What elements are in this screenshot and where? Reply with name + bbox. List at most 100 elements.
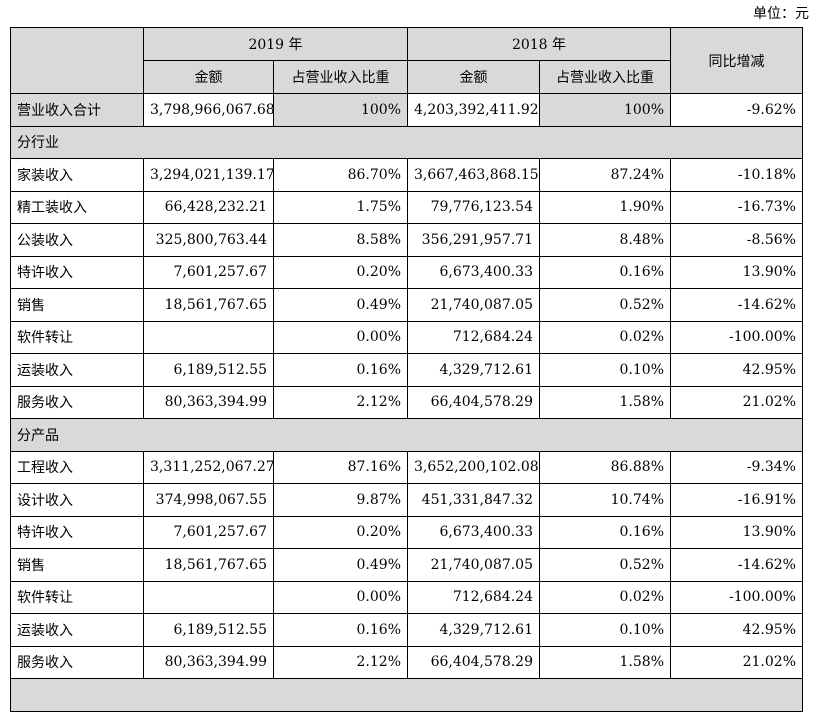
ratio-2019-cell: 8.58% xyxy=(273,223,408,257)
table-row: 销售 18,561,767.65 0.49% 21,740,087.05 0.52% -1… xyxy=(10,288,803,322)
amount-2019-cell: 80,363,394.99 xyxy=(143,385,274,419)
ratio-2018-cell: 0.16% xyxy=(539,255,671,289)
header-yoy: 同比增减 xyxy=(670,27,803,94)
total-amount-2018: 4,203,392,411.92 xyxy=(407,93,540,127)
amount-2019-cell: 18,561,767.65 xyxy=(143,548,274,582)
amount-2018-cell: 79,776,123.54 xyxy=(407,190,540,224)
table-row: 软件转让 0.00% 712,684.24 0.02% -100.00% xyxy=(10,320,803,354)
row-label: 服务收入 xyxy=(10,385,144,419)
ratio-2019-cell: 0.49% xyxy=(273,548,408,582)
header-row-1: 2019 年 2018 年 同比增减 xyxy=(10,27,803,94)
table-row: 家装收入 3,294,021,139.17 86.70% 3,667,463,868.… xyxy=(10,158,803,192)
ratio-2018-cell: 1.90% xyxy=(539,190,671,224)
ratio-2019-cell: 2.12% xyxy=(273,385,408,419)
amount-2019-cell: 3,294,021,139.17 xyxy=(143,158,275,192)
ratio-2019-cell: 86.70% xyxy=(273,158,408,192)
ratio-2019-cell: 0.00% xyxy=(273,320,408,354)
ratio-2018-cell: 87.24% xyxy=(539,158,671,192)
total-amount-2019: 3,798,966,067.68 xyxy=(143,93,275,127)
yoy-cell: 21.02% xyxy=(670,385,803,419)
header-row-2: 金额 占营业收入比重 金额 占营业收入比重 xyxy=(11,60,803,94)
row-label: 精工装收入 xyxy=(10,190,144,224)
partial-row-cell xyxy=(10,678,803,712)
row-label: 工程收入 xyxy=(10,450,144,484)
amount-2019-cell: 325,800,763.44 xyxy=(143,223,274,257)
amount-2018-cell: 6,673,400.33 xyxy=(407,515,540,549)
amount-2018-cell: 66,404,578.29 xyxy=(407,645,540,679)
row-label: 设计收入 xyxy=(10,483,144,517)
yoy-cell: 13.90% xyxy=(670,515,803,549)
amount-2019-cell: 374,998,067.55 xyxy=(143,483,274,517)
ratio-2018-cell: 1.58% xyxy=(539,385,671,419)
ratio-2018-cell: 0.10% xyxy=(539,353,671,387)
table-row: 运装收入 6,189,512.55 0.16% 4,329,712.61 0.10% 42… xyxy=(10,613,803,647)
yoy-cell: -8.56% xyxy=(670,223,803,257)
ratio-2018-cell: 0.02% xyxy=(539,320,671,354)
table-row: 软件转让 0.00% 712,684.24 0.02% -100.00% xyxy=(10,580,803,614)
amount-2019-cell: 7,601,257.67 xyxy=(143,255,274,289)
row-label: 软件转让 xyxy=(10,580,144,614)
amount-2018-cell: 451,331,847.32 xyxy=(407,483,540,517)
ratio-2019-cell: 0.16% xyxy=(273,353,408,387)
row-label: 运装收入 xyxy=(10,613,144,647)
revenue-table: 2019 年 2018 年 同比增减 金额 占营业收入比重 金额 占营业收入比重… xyxy=(10,27,803,712)
row-label: 销售 xyxy=(10,548,144,582)
ratio-2018-cell: 86.88% xyxy=(539,450,671,484)
ratio-2019-cell: 0.20% xyxy=(273,255,408,289)
section-industry-row: 分行业 xyxy=(10,125,803,159)
header-amount-2019: 金额 xyxy=(143,60,274,94)
yoy-cell: 42.95% xyxy=(670,613,803,647)
yoy-cell: -100.00% xyxy=(670,580,803,614)
header-amount-2018: 金额 xyxy=(407,60,540,94)
ratio-2018-cell: 0.52% xyxy=(539,548,671,582)
ratio-2019-cell: 0.16% xyxy=(273,613,408,647)
yoy-cell: 21.02% xyxy=(670,645,803,679)
table-row: 设计收入 374,998,067.55 9.87% 451,331,847.32 10.… xyxy=(10,483,803,517)
row-label: 服务收入 xyxy=(10,645,144,679)
table-row: 销售 18,561,767.65 0.49% 21,740,087.05 0.52% -1… xyxy=(10,548,803,582)
table-row: 服务收入 80,363,394.99 2.12% 66,404,578.29 1.58%… xyxy=(10,645,803,679)
ratio-2019-cell: 0.00% xyxy=(273,580,408,614)
yoy-cell: -10.18% xyxy=(670,158,803,192)
table-row: 精工装收入 66,428,232.21 1.75% 79,776,123.54 1.90… xyxy=(10,190,803,224)
total-yoy: -9.62% xyxy=(670,93,803,127)
ratio-2019-cell: 87.16% xyxy=(273,450,408,484)
row-label: 家装收入 xyxy=(10,158,144,192)
amount-2018-cell: 356,291,957.71 xyxy=(407,223,540,257)
row-label: 特许收入 xyxy=(10,515,144,549)
amount-2019-cell: 18,561,767.65 xyxy=(143,288,274,322)
yoy-cell: 42.95% xyxy=(670,353,803,387)
section-industry-label: 分行业 xyxy=(10,125,803,159)
ratio-2018-cell: 0.16% xyxy=(539,515,671,549)
yoy-cell: -14.62% xyxy=(670,288,803,322)
amount-2019-cell: 6,189,512.55 xyxy=(143,613,274,647)
yoy-cell: -16.73% xyxy=(670,190,803,224)
ratio-2019-cell: 0.20% xyxy=(273,515,408,549)
row-label: 销售 xyxy=(10,288,144,322)
header-ratio-2018: 占营业收入比重 xyxy=(539,60,671,94)
table-row: 特许收入 7,601,257.67 0.20% 6,673,400.33 0.16% 13… xyxy=(10,255,803,289)
table-row: 工程收入 3,311,252,067.27 87.16% 3,652,200,102.… xyxy=(10,450,803,484)
total-ratio-2019: 100% xyxy=(273,93,408,127)
amount-2019-cell: 80,363,394.99 xyxy=(143,645,274,679)
ratio-2019-cell: 9.87% xyxy=(273,483,408,517)
header-year-2019: 2019 年 xyxy=(143,27,408,61)
yoy-cell: -14.62% xyxy=(670,548,803,582)
amount-2018-cell: 4,329,712.61 xyxy=(407,613,540,647)
yoy-cell: -9.34% xyxy=(670,450,803,484)
row-label: 软件转让 xyxy=(10,320,144,354)
amount-2018-cell: 21,740,087.05 xyxy=(407,288,540,322)
ratio-2018-cell: 0.10% xyxy=(539,613,671,647)
amount-2019-cell: 7,601,257.67 xyxy=(143,515,274,549)
section-product-label: 分产品 xyxy=(10,418,803,452)
amount-2019-cell: 3,311,252,067.27 xyxy=(143,450,275,484)
amount-2018-cell: 21,740,087.05 xyxy=(407,548,540,582)
table-row: 服务收入 80,363,394.99 2.12% 66,404,578.29 1.58%… xyxy=(10,385,803,419)
total-ratio-2018: 100% xyxy=(539,93,671,127)
ratio-2018-cell: 0.02% xyxy=(539,580,671,614)
header-year-2018: 2018 年 xyxy=(407,27,671,61)
ratio-2019-cell: 2.12% xyxy=(273,645,408,679)
ratio-2019-cell: 1.75% xyxy=(273,190,408,224)
total-row: 营业收入合计 3,798,966,067.68 100% 4,203,392,4… xyxy=(10,93,803,127)
yoy-cell: -100.00% xyxy=(670,320,803,354)
